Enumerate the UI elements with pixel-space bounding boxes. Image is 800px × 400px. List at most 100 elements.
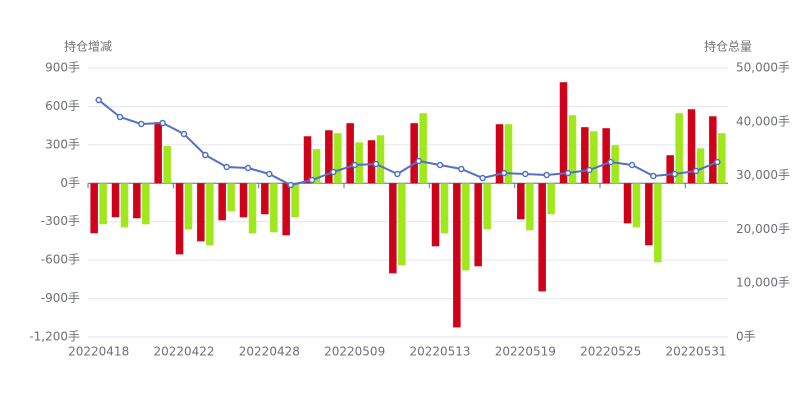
line-point bbox=[95, 96, 102, 104]
line-point bbox=[415, 157, 422, 165]
x-tick-label: 20220525 bbox=[580, 345, 641, 359]
bar bbox=[367, 140, 376, 184]
line-point bbox=[372, 160, 380, 168]
bar bbox=[547, 183, 555, 215]
y2-tick-label: 50,000手 bbox=[736, 61, 790, 75]
bar bbox=[419, 113, 427, 184]
bar bbox=[495, 124, 504, 184]
line-point bbox=[330, 168, 337, 176]
bar bbox=[99, 183, 107, 225]
x-tick-label: 20220519 bbox=[495, 345, 556, 359]
bar bbox=[483, 183, 491, 230]
bar bbox=[581, 127, 589, 184]
bar bbox=[90, 183, 98, 234]
x-tick-label: 20220513 bbox=[409, 345, 470, 359]
bar bbox=[410, 123, 418, 184]
bar bbox=[568, 115, 577, 184]
bar bbox=[389, 183, 397, 274]
bar bbox=[291, 183, 299, 218]
bar bbox=[398, 183, 406, 266]
y-tick-label: -600手 bbox=[41, 253, 80, 267]
bar bbox=[120, 183, 129, 228]
bar bbox=[654, 183, 662, 263]
y-tick-label: 900手 bbox=[45, 61, 80, 75]
bar bbox=[611, 145, 619, 184]
line-point bbox=[159, 119, 166, 127]
line-point bbox=[500, 169, 508, 177]
y-tick-label: -300手 bbox=[41, 214, 80, 228]
bar bbox=[590, 131, 598, 184]
y2-axis-title: 持仓总量 bbox=[704, 39, 752, 54]
bar bbox=[526, 183, 534, 231]
bar bbox=[453, 183, 461, 328]
y-tick-label: -900手 bbox=[41, 291, 80, 305]
line-point bbox=[479, 174, 486, 182]
bar bbox=[517, 183, 525, 220]
y-tick-label: 600手 bbox=[45, 99, 80, 113]
line-point bbox=[116, 113, 124, 121]
bar bbox=[376, 135, 385, 184]
bar bbox=[133, 183, 141, 219]
bar bbox=[206, 183, 214, 246]
line-point bbox=[202, 151, 209, 159]
line-point bbox=[138, 120, 145, 128]
bar bbox=[154, 122, 162, 184]
x-tick-label: 20220509 bbox=[324, 345, 385, 359]
bar bbox=[142, 183, 150, 225]
bar bbox=[218, 183, 226, 221]
line-point bbox=[180, 130, 188, 138]
bar bbox=[440, 183, 449, 234]
line-point bbox=[607, 158, 614, 166]
y2-tick-label: 40,000手 bbox=[736, 114, 790, 128]
bar bbox=[538, 183, 546, 292]
bar bbox=[163, 146, 171, 184]
bar bbox=[197, 183, 205, 242]
bar bbox=[175, 183, 184, 255]
bar bbox=[632, 183, 641, 228]
bar bbox=[270, 183, 278, 233]
line-point bbox=[522, 170, 529, 178]
bar bbox=[303, 136, 312, 184]
line-point bbox=[266, 170, 273, 178]
bar bbox=[559, 82, 568, 184]
line-point bbox=[586, 166, 593, 174]
bar bbox=[474, 183, 482, 267]
bar bbox=[184, 183, 193, 230]
line-point bbox=[351, 161, 358, 169]
bar bbox=[355, 142, 363, 184]
bar bbox=[334, 133, 342, 184]
bar bbox=[431, 183, 440, 247]
y2-tick-label: 0手 bbox=[736, 330, 756, 344]
y2-tick-label: 20,000手 bbox=[736, 222, 790, 236]
line-point bbox=[436, 161, 444, 169]
bar bbox=[623, 183, 632, 224]
line-point bbox=[671, 170, 678, 178]
x-tick-label: 20220418 bbox=[68, 345, 129, 359]
bar bbox=[666, 155, 674, 184]
line-point bbox=[543, 171, 550, 179]
bar bbox=[675, 113, 683, 184]
line bbox=[98, 99, 718, 187]
bar bbox=[462, 183, 470, 271]
line-point bbox=[628, 161, 636, 169]
y-axis-title: 持仓增减 bbox=[64, 39, 112, 54]
bar bbox=[696, 148, 705, 184]
bar bbox=[602, 128, 610, 184]
x-tick-label: 20220428 bbox=[239, 345, 300, 359]
bar bbox=[504, 124, 513, 184]
bar bbox=[718, 133, 726, 184]
x-tick-label: 20220531 bbox=[665, 345, 726, 359]
bar bbox=[709, 116, 717, 184]
line-point bbox=[223, 163, 230, 171]
line-point bbox=[244, 164, 252, 172]
bar bbox=[325, 130, 333, 184]
line-point bbox=[287, 181, 294, 189]
y-tick-label: 300手 bbox=[45, 137, 80, 151]
y2-tick-label: 30,000手 bbox=[736, 168, 790, 182]
bar bbox=[248, 183, 257, 234]
bar bbox=[227, 183, 235, 212]
line-point bbox=[692, 167, 700, 175]
bar bbox=[687, 109, 696, 184]
x-tick-label: 20220422 bbox=[153, 345, 214, 359]
